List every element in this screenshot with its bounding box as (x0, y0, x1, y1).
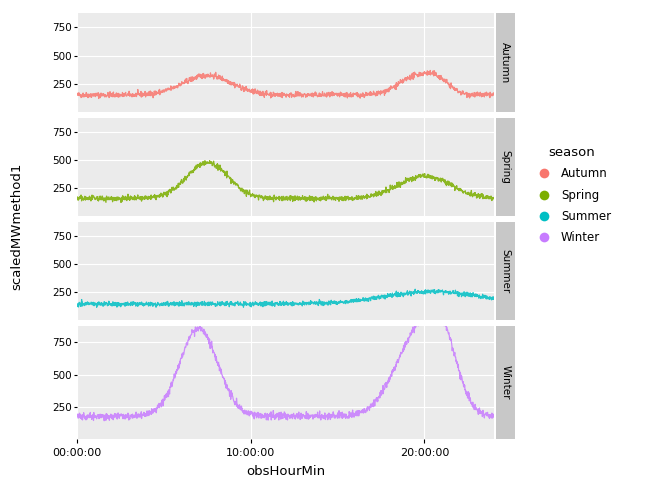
Text: scaledMWmethod1: scaledMWmethod1 (10, 163, 24, 290)
Text: Spring: Spring (501, 150, 510, 184)
Legend: Autumn, Spring, Summer, Winter: Autumn, Spring, Summer, Winter (527, 140, 617, 250)
Text: obsHourMin: obsHourMin (246, 465, 325, 478)
Text: Winter: Winter (501, 365, 510, 400)
Text: Autumn: Autumn (501, 42, 510, 83)
Text: Summer: Summer (501, 249, 510, 293)
